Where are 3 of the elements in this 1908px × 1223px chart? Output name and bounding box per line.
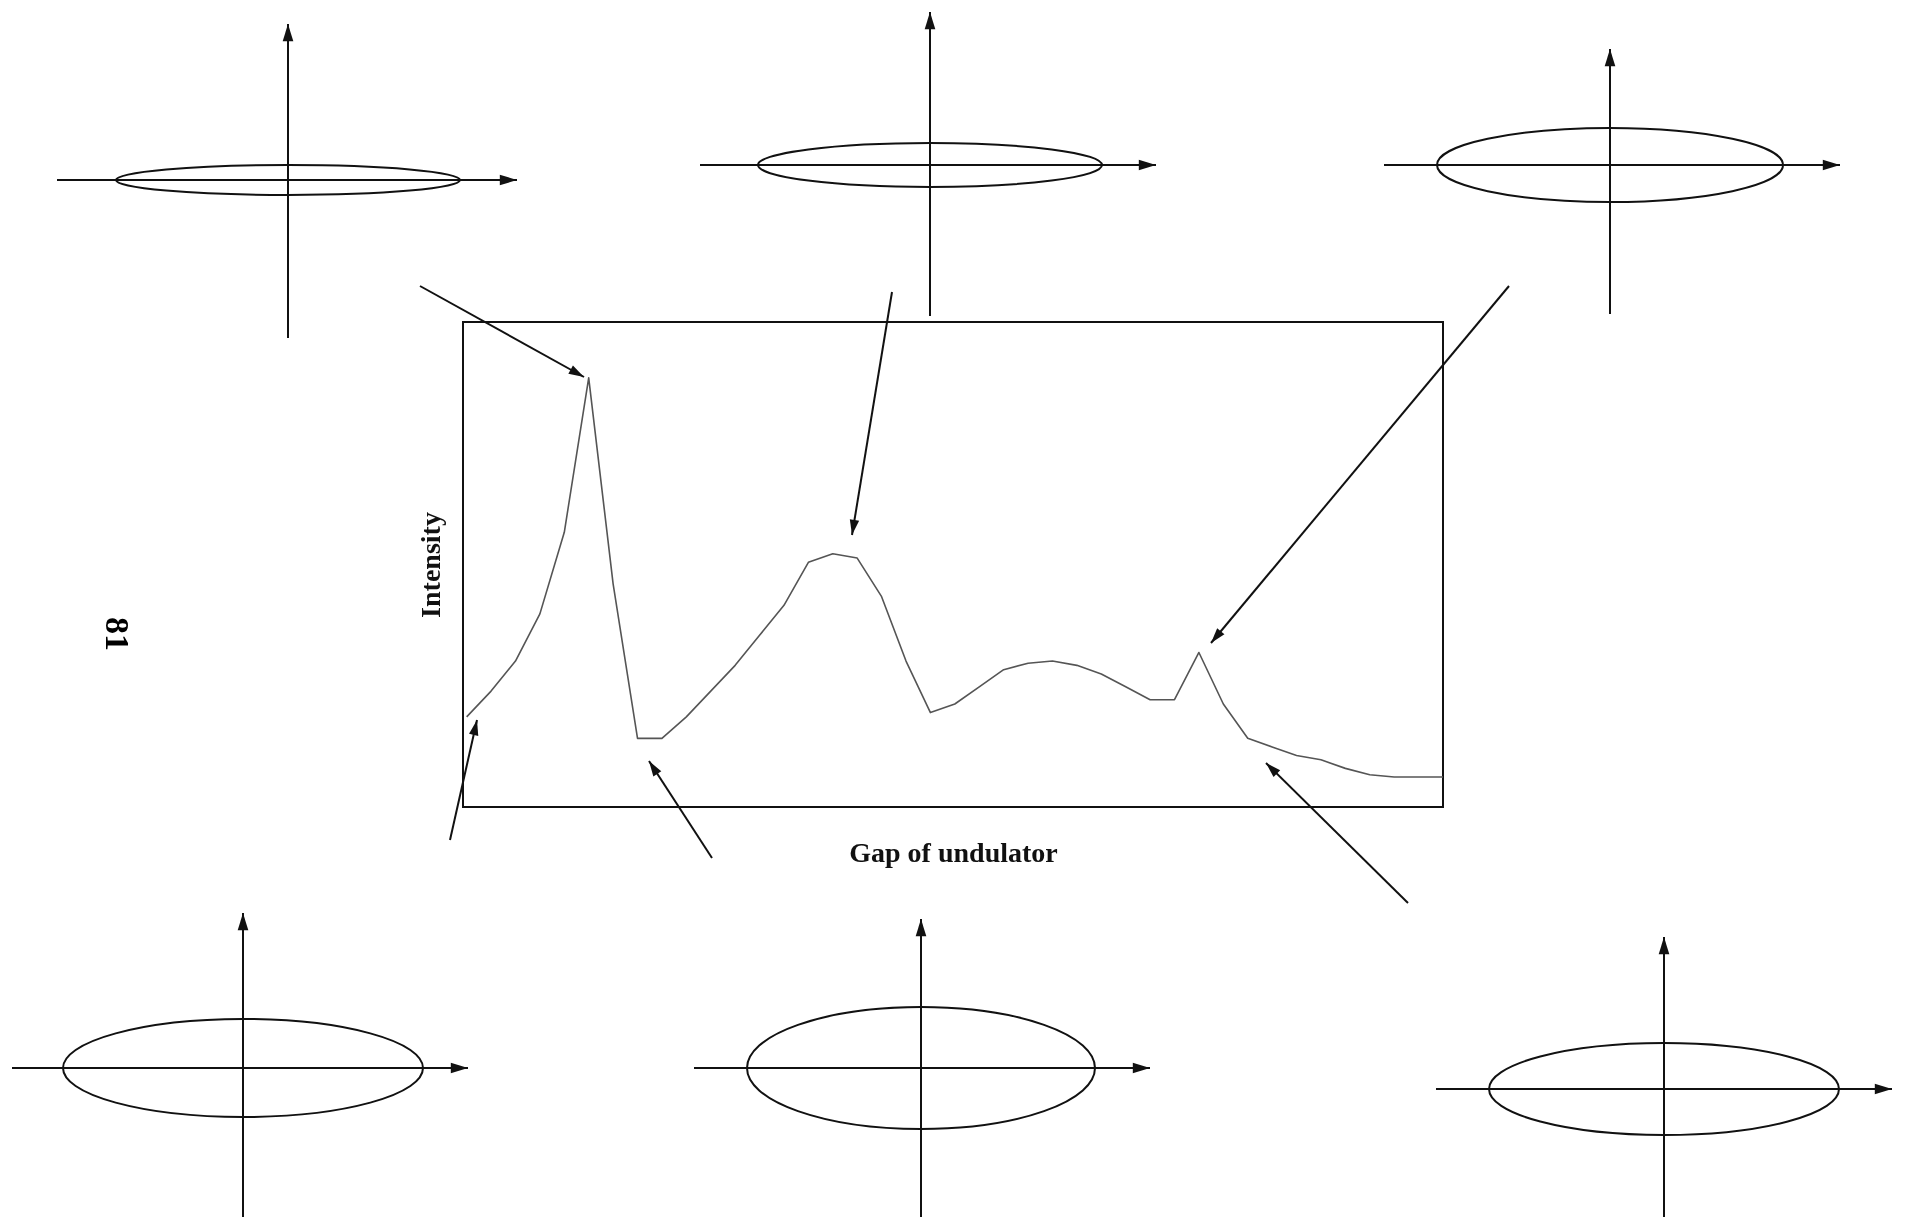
text: 81 xyxy=(98,617,136,651)
x-axis-title: Gap of undulator xyxy=(849,836,1058,868)
y-axis-title: Intensity xyxy=(414,512,446,618)
